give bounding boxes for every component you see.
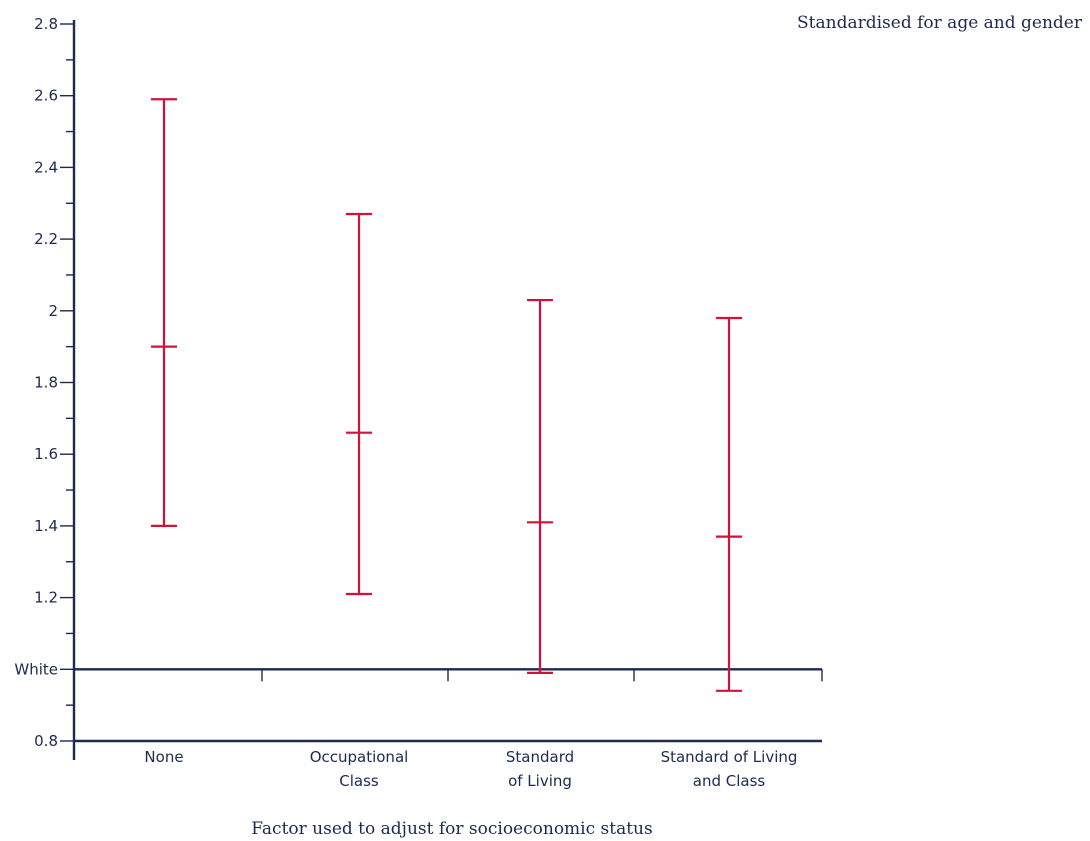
x-tick-label: Standard of Living	[661, 748, 798, 766]
error-bars	[151, 98, 742, 692]
y-tick-label: 1.6	[34, 445, 58, 463]
x-tick-label: of Living	[508, 772, 572, 790]
y-tick-label: 2.4	[34, 158, 58, 176]
y-tick-label: 1.4	[34, 517, 58, 535]
chart-subtitle: Standardised for age and gender	[797, 13, 1083, 33]
x-tick-label: None	[144, 748, 183, 766]
y-tick-label: 2.8	[34, 15, 58, 33]
y-tick-label: 2.2	[34, 230, 58, 248]
x-axis-label: Factor used to adjust for socioeconomic …	[251, 819, 652, 839]
x-tick-labels: None Occupational Class Standard of Living St…	[144, 748, 797, 790]
y-tick-label: 0.8	[34, 732, 58, 750]
x-tick-label: Standard	[506, 748, 574, 766]
y-tick-label: 1.8	[34, 374, 58, 392]
y-tick-label: 2	[48, 302, 58, 320]
x-tick-label: Class	[339, 772, 379, 790]
x-tick-label: Occupational	[310, 748, 409, 766]
x-tick-label: and Class	[693, 772, 766, 790]
x-axis	[74, 668, 823, 743]
y-tick-label: 2.6	[34, 87, 58, 105]
y-axis: 0.8 White 1.2 1.4 1.6 1.8 2 2.2 2.4 2.6 2.8	[14, 15, 76, 760]
y-tick-label: White	[14, 660, 58, 678]
y-tick-label: 1.2	[34, 589, 58, 607]
